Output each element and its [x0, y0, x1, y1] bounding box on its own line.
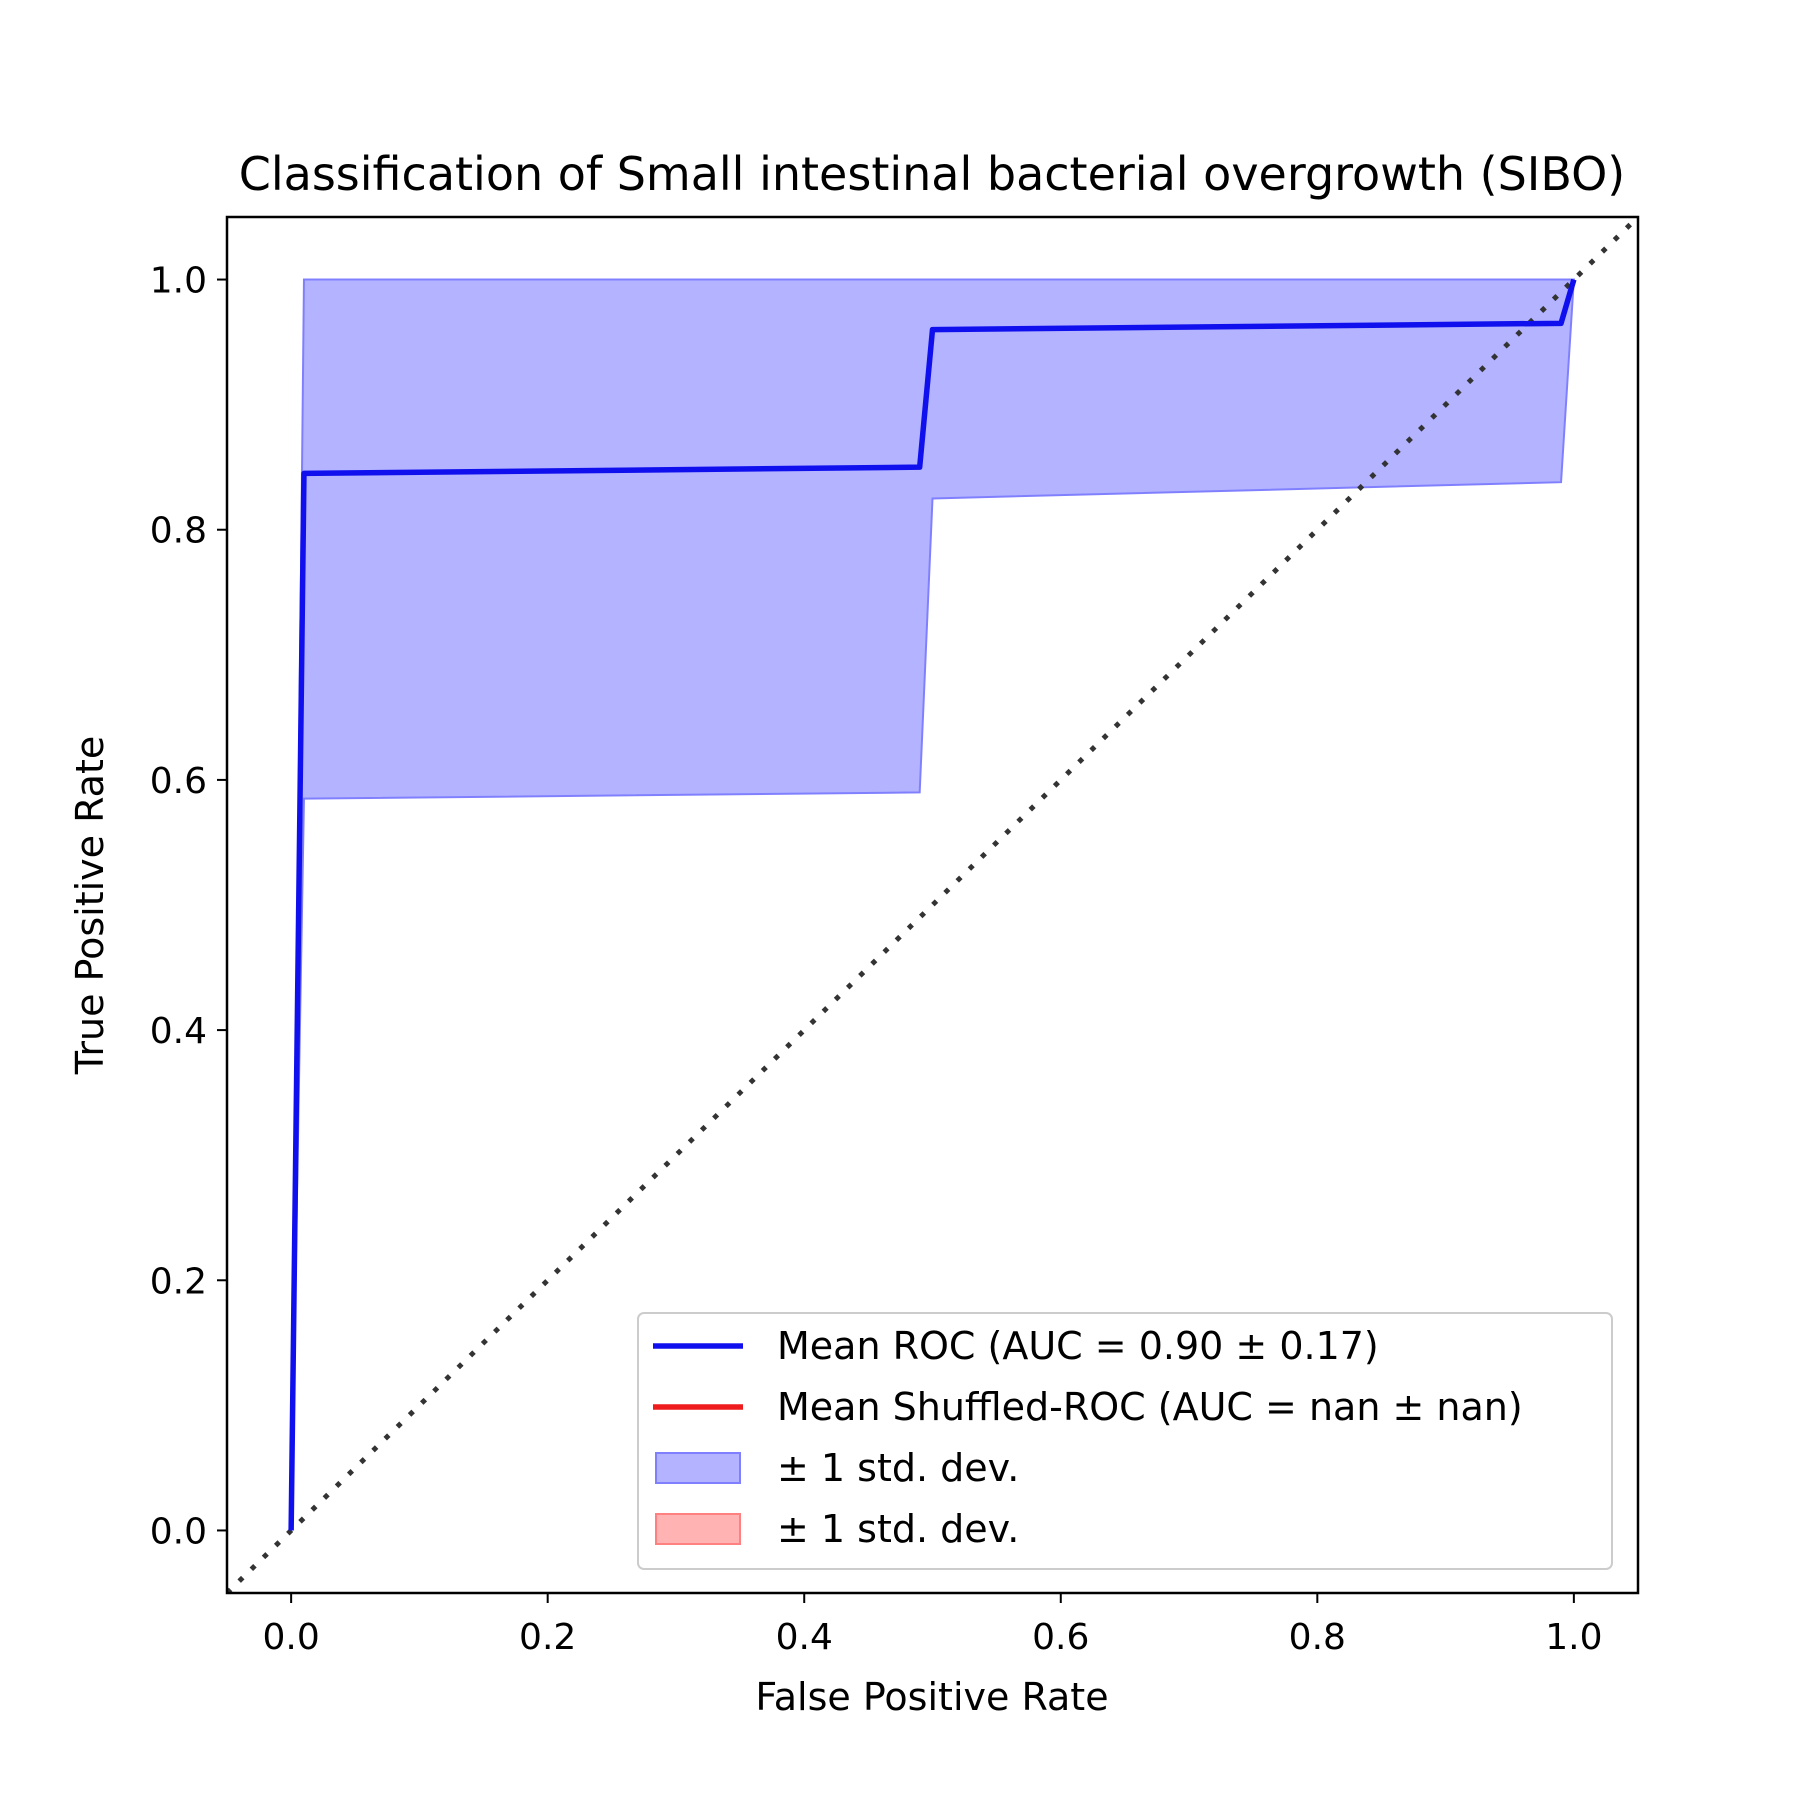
y-axis-label: True Positive Rate — [68, 736, 112, 1076]
plot-frame — [225, 215, 1640, 1595]
x-tick-label: 0.0 — [263, 1617, 320, 1658]
plot-area — [227, 217, 1638, 1593]
legend-label-2: Mean Shuffled-ROC (AUC = nan ± nan) — [777, 1385, 1523, 1429]
legend-label-3: ± 1 std. dev. — [777, 1446, 1019, 1490]
legend: Mean ROC (AUC = 0.90 ± 0.17) Mean Shuffle… — [637, 1312, 1613, 1570]
x-axis-label: False Positive Rate — [755, 1675, 1108, 1719]
legend-swatch-patch-4 — [655, 1513, 741, 1545]
x-tick-label: 0.4 — [776, 1617, 833, 1658]
x-tick-label: 0.2 — [519, 1617, 576, 1658]
legend-label-1: Mean ROC (AUC = 0.90 ± 0.17) — [777, 1324, 1379, 1368]
y-tick-label: 1.0 — [150, 261, 207, 302]
x-tick-label: 0.6 — [1032, 1617, 1089, 1658]
chart-title: Classification of Small intestinal bacte… — [239, 147, 1626, 201]
y-tick-label: 0.2 — [150, 1261, 207, 1302]
y-tick-label: 0.6 — [150, 761, 207, 802]
y-tick-label: 0.4 — [150, 1011, 207, 1052]
y-tick-label: 0.8 — [150, 511, 207, 552]
x-tick-label: 1.0 — [1545, 1617, 1602, 1658]
legend-label-4: ± 1 std. dev. — [777, 1507, 1019, 1551]
y-axis: 0.0 0.2 0.4 0.6 0.8 1.0 — [150, 261, 227, 1552]
legend-swatch-patch-3 — [655, 1452, 741, 1484]
series-line-1 — [288, 278, 1577, 1531]
y-tick-label: 0.0 — [150, 1511, 207, 1552]
x-tick-label: 0.8 — [1289, 1617, 1346, 1658]
legend-box — [637, 1312, 1613, 1570]
x-axis: 0.0 0.2 0.4 0.6 0.8 1.0 — [263, 1593, 1602, 1658]
